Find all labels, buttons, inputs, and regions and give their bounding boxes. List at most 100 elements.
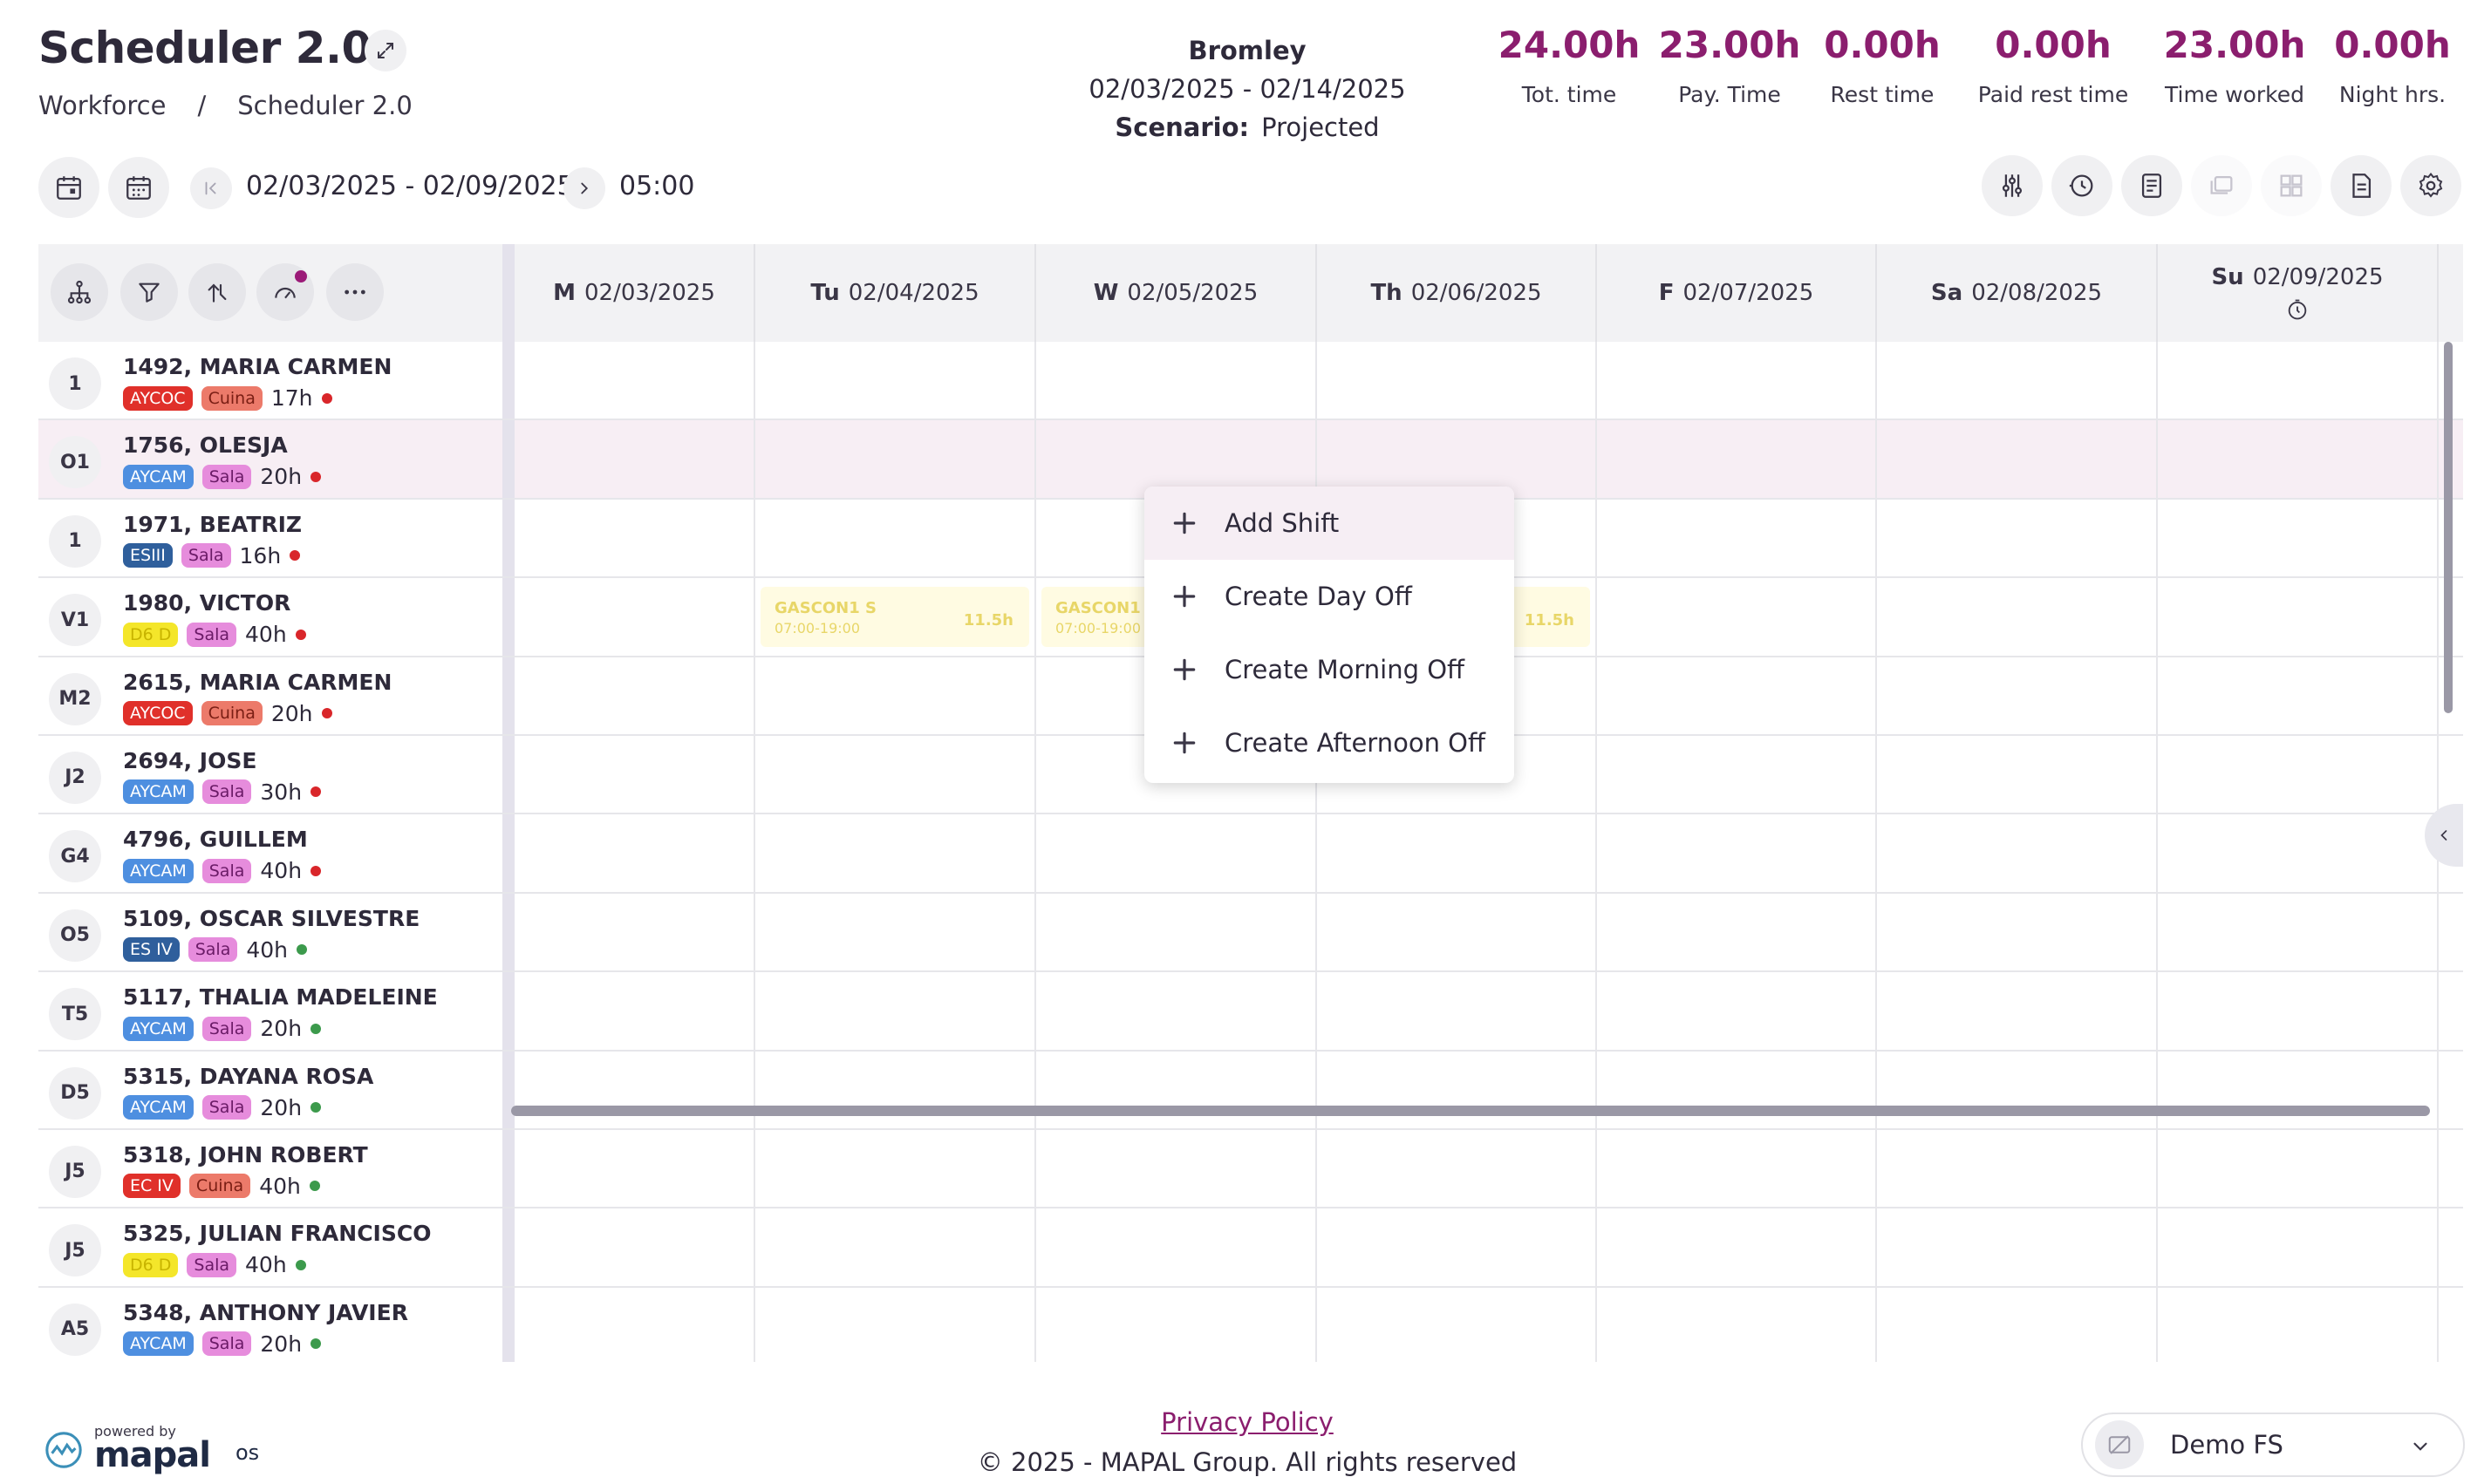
schedule-cell[interactable]: [1317, 657, 1597, 734]
schedule-cell[interactable]: [755, 420, 1036, 498]
avatar[interactable]: J5: [49, 1145, 101, 1198]
avatar[interactable]: M2: [49, 672, 101, 725]
start-time[interactable]: 05:00: [619, 171, 695, 201]
schedule-cell[interactable]: [515, 499, 755, 577]
schedule-cell[interactable]: [1317, 1129, 1597, 1208]
breadcrumb-workforce[interactable]: Workforce: [38, 91, 167, 120]
schedule-cell[interactable]: [1597, 893, 1877, 971]
schedule-cell[interactable]: [1597, 1287, 1877, 1362]
sort-button[interactable]: [188, 263, 246, 321]
employee-info[interactable]: O5 5109, OSCAR SILVESTRE ES IV Sala 40h: [38, 894, 502, 970]
expand-button[interactable]: [365, 30, 406, 71]
avatar[interactable]: J5: [49, 1224, 101, 1277]
schedule-cell[interactable]: [1597, 1129, 1877, 1208]
schedule-cell[interactable]: [2158, 1287, 2439, 1362]
schedule-cell[interactable]: GASCON1 S 07:00-19:00 11.5h: [755, 578, 1036, 656]
schedule-cell[interactable]: [515, 1208, 755, 1286]
schedule-cell[interactable]: [2158, 578, 2439, 656]
avatar[interactable]: A5: [49, 1303, 101, 1356]
calendar-day-button[interactable]: [38, 157, 99, 218]
schedule-cell[interactable]: [515, 657, 755, 734]
timer-icon[interactable]: [2285, 297, 2310, 322]
avatar[interactable]: O5: [49, 909, 101, 962]
schedule-cell[interactable]: [1597, 1051, 1877, 1128]
vertical-scroll-thumb[interactable]: [2444, 342, 2453, 713]
day-header-friday[interactable]: F 02/07/2025: [1597, 244, 1877, 342]
schedule-cell[interactable]: [515, 1129, 755, 1208]
shift-block[interactable]: GASCON1 S 07:00-19:00 11.5h: [761, 587, 1029, 647]
schedule-cell[interactable]: [1597, 420, 1877, 498]
schedule-cell[interactable]: [1317, 972, 1597, 1050]
schedule-cell[interactable]: [1597, 972, 1877, 1050]
schedule-cell[interactable]: [1877, 420, 2158, 498]
schedule-cell[interactable]: [755, 735, 1036, 813]
schedule-cell[interactable]: [1317, 814, 1597, 892]
schedule-cell[interactable]: [1877, 893, 2158, 971]
employee-info[interactable]: G4 4796, GUILLEM AYCAM Sala 40h: [38, 814, 502, 891]
avatar[interactable]: V1: [49, 594, 101, 647]
schedule-cell[interactable]: [1036, 1208, 1317, 1286]
day-header-sunday[interactable]: Su 02/09/2025: [2158, 244, 2439, 342]
menu-create-afternoon-off[interactable]: Create Afternoon Off: [1144, 706, 1514, 779]
schedule-cell[interactable]: [1597, 499, 1877, 577]
employee-info[interactable]: 1 1492, MARIA CARMEN AYCOC Cuina 17h: [38, 342, 502, 419]
schedule-cell[interactable]: [515, 814, 755, 892]
organization-select[interactable]: Demo FS: [2081, 1413, 2465, 1477]
schedule-cell[interactable]: [1036, 1287, 1317, 1362]
schedule-cell[interactable]: [515, 1051, 755, 1128]
schedule-cell[interactable]: [755, 814, 1036, 892]
schedule-cell[interactable]: [2158, 972, 2439, 1050]
schedule-cell[interactable]: [515, 972, 755, 1050]
schedule-cell[interactable]: [2158, 814, 2439, 892]
avatar[interactable]: 1: [49, 514, 101, 568]
schedule-cell[interactable]: [755, 972, 1036, 1050]
schedule-cell[interactable]: [1877, 1051, 2158, 1128]
report-button[interactable]: [2121, 155, 2182, 216]
schedule-cell[interactable]: [1036, 814, 1317, 892]
schedule-cell[interactable]: [515, 420, 755, 498]
hierarchy-button[interactable]: [51, 263, 108, 321]
history-button[interactable]: [2051, 155, 2112, 216]
schedule-cell[interactable]: [1877, 972, 2158, 1050]
week-range[interactable]: 02/03/2025 - 02/09/2025: [246, 171, 574, 201]
schedule-cell[interactable]: [1317, 1287, 1597, 1362]
schedule-cell[interactable]: [1317, 1208, 1597, 1286]
schedule-cell[interactable]: [1597, 735, 1877, 813]
schedule-cell[interactable]: [1597, 657, 1877, 734]
schedule-cell[interactable]: [1597, 342, 1877, 419]
adjust-button[interactable]: [1982, 155, 2043, 216]
schedule-cell[interactable]: [755, 657, 1036, 734]
schedule-cell[interactable]: [1317, 735, 1597, 813]
filter-button[interactable]: [120, 263, 178, 321]
employee-info[interactable]: V1 1980, VICTOR D6 D Sala 40h: [38, 578, 502, 655]
employee-info[interactable]: D5 5315, DAYANA ROSA AYCAM Sala 20h: [38, 1052, 502, 1128]
schedule-cell[interactable]: [1877, 735, 2158, 813]
employee-info[interactable]: O1 1756, OLESJA AYCAM Sala 20h: [38, 420, 502, 497]
schedule-cell[interactable]: [1317, 893, 1597, 971]
avatar[interactable]: T5: [49, 988, 101, 1041]
grid-view-button[interactable]: [2261, 155, 2322, 216]
previous-week-button[interactable]: [190, 167, 232, 209]
schedule-cell[interactable]: [2158, 893, 2439, 971]
day-header-wednesday[interactable]: W 02/05/2025: [1036, 244, 1317, 342]
schedule-cell[interactable]: [1317, 1051, 1597, 1128]
schedule-cell[interactable]: [1877, 657, 2158, 734]
schedule-cell[interactable]: [1877, 1208, 2158, 1286]
schedule-cell[interactable]: [1877, 499, 2158, 577]
avatar[interactable]: D5: [49, 1066, 101, 1120]
schedule-cell[interactable]: [755, 1287, 1036, 1362]
vertical-scrollbar[interactable]: [2442, 342, 2454, 1362]
employee-info[interactable]: J2 2694, JOSE AYCAM Sala 30h: [38, 736, 502, 813]
document-button[interactable]: [2331, 155, 2392, 216]
schedule-cell[interactable]: [1036, 972, 1317, 1050]
schedule-cell[interactable]: [755, 1208, 1036, 1286]
schedule-cell[interactable]: [1877, 1287, 2158, 1362]
schedule-cell[interactable]: [515, 735, 755, 813]
schedule-cell[interactable]: [1877, 1129, 2158, 1208]
schedule-cell[interactable]: [515, 578, 755, 656]
schedule-cell[interactable]: [2158, 1129, 2439, 1208]
more-options-button[interactable]: [326, 263, 384, 321]
schedule-cell[interactable]: [515, 1287, 755, 1362]
day-header-monday[interactable]: M 02/03/2025: [515, 244, 755, 342]
employee-info[interactable]: M2 2615, MARIA CARMEN AYCOC Cuina 20h: [38, 657, 502, 734]
